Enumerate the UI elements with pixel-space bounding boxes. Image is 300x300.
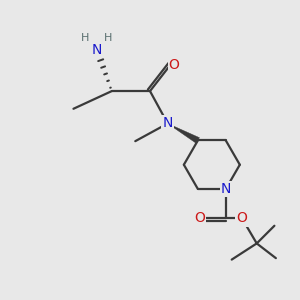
Text: O: O xyxy=(194,212,205,225)
Text: O: O xyxy=(237,212,248,225)
Text: H: H xyxy=(104,32,112,43)
Text: O: O xyxy=(169,58,180,72)
Polygon shape xyxy=(168,124,200,143)
Text: N: N xyxy=(163,116,173,130)
Text: H: H xyxy=(80,32,89,43)
Text: N: N xyxy=(220,182,231,196)
Text: N: N xyxy=(92,43,102,57)
